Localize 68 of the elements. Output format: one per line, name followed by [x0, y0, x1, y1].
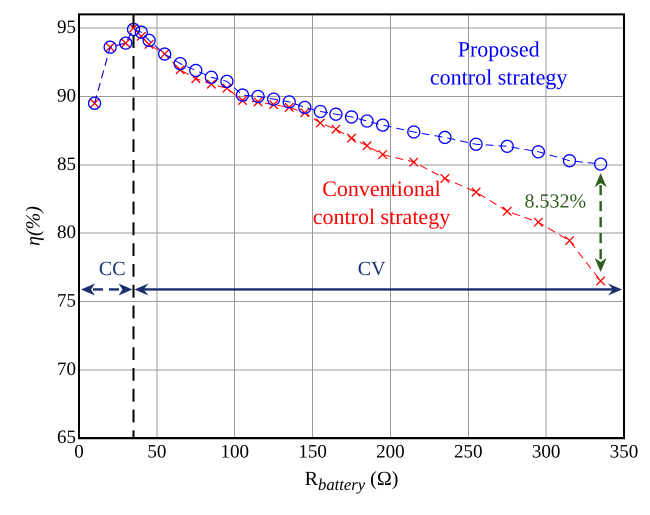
point — [251, 90, 265, 104]
series-label: Proposed control strategy — [430, 36, 568, 90]
point — [268, 100, 279, 110]
point — [376, 118, 390, 132]
point — [126, 22, 140, 36]
y-axis-title: η(%) — [22, 206, 46, 246]
point — [136, 31, 146, 42]
series-label: Conventional control strategy — [312, 176, 450, 230]
x-tick-label: 350 — [610, 442, 638, 463]
annotation: CV — [358, 258, 386, 280]
point — [284, 102, 294, 112]
point — [253, 97, 263, 107]
point — [331, 124, 341, 134]
annotation: 8.532% — [524, 190, 586, 212]
point — [500, 140, 514, 153]
x-tick-label: 0 — [74, 442, 84, 463]
point — [533, 217, 544, 228]
point — [206, 79, 216, 90]
y-tick-label: 80 — [57, 222, 76, 244]
point — [596, 276, 606, 286]
point — [362, 140, 372, 151]
y-tick-label: 65 — [57, 427, 76, 448]
point — [204, 70, 218, 84]
point — [142, 34, 156, 48]
x-tick-label: 250 — [454, 442, 483, 463]
point — [562, 154, 576, 168]
x-tick-label: 100 — [220, 442, 249, 463]
point — [440, 174, 450, 184]
point — [189, 64, 202, 78]
x-axis-title: R$_{battery}$ (Ω) — [304, 468, 398, 496]
point — [236, 88, 250, 102]
point — [282, 95, 296, 109]
y-tick-label: 75 — [57, 290, 76, 312]
point — [315, 118, 326, 128]
y-tick-label: 90 — [57, 85, 76, 106]
point — [594, 157, 608, 171]
point — [329, 108, 343, 121]
point — [471, 187, 481, 198]
point — [174, 56, 187, 70]
point — [346, 133, 356, 144]
point — [314, 104, 328, 118]
y-tick-label: 95 — [57, 17, 76, 38]
point — [238, 96, 248, 106]
x-tick-label: 150 — [298, 442, 327, 463]
point — [300, 108, 310, 118]
y-tick-label: 70 — [57, 358, 76, 380]
point — [298, 100, 312, 114]
x-tick-label: 50 — [147, 442, 166, 463]
point — [407, 125, 420, 139]
point — [438, 130, 452, 144]
x-tick-label: 200 — [376, 442, 405, 463]
x-tick-label: 300 — [532, 442, 560, 463]
point — [222, 83, 232, 94]
point — [408, 157, 419, 167]
point — [532, 145, 546, 158]
point — [469, 138, 483, 151]
point — [360, 114, 374, 128]
annotation: CC — [98, 258, 126, 280]
point — [266, 92, 280, 106]
point — [378, 150, 388, 160]
point — [220, 74, 234, 88]
point — [344, 110, 358, 124]
point — [502, 206, 512, 216]
point — [564, 236, 574, 246]
point — [190, 74, 201, 84]
point — [175, 64, 186, 75]
point — [134, 26, 148, 39]
y-tick-label: 85 — [57, 154, 76, 175]
